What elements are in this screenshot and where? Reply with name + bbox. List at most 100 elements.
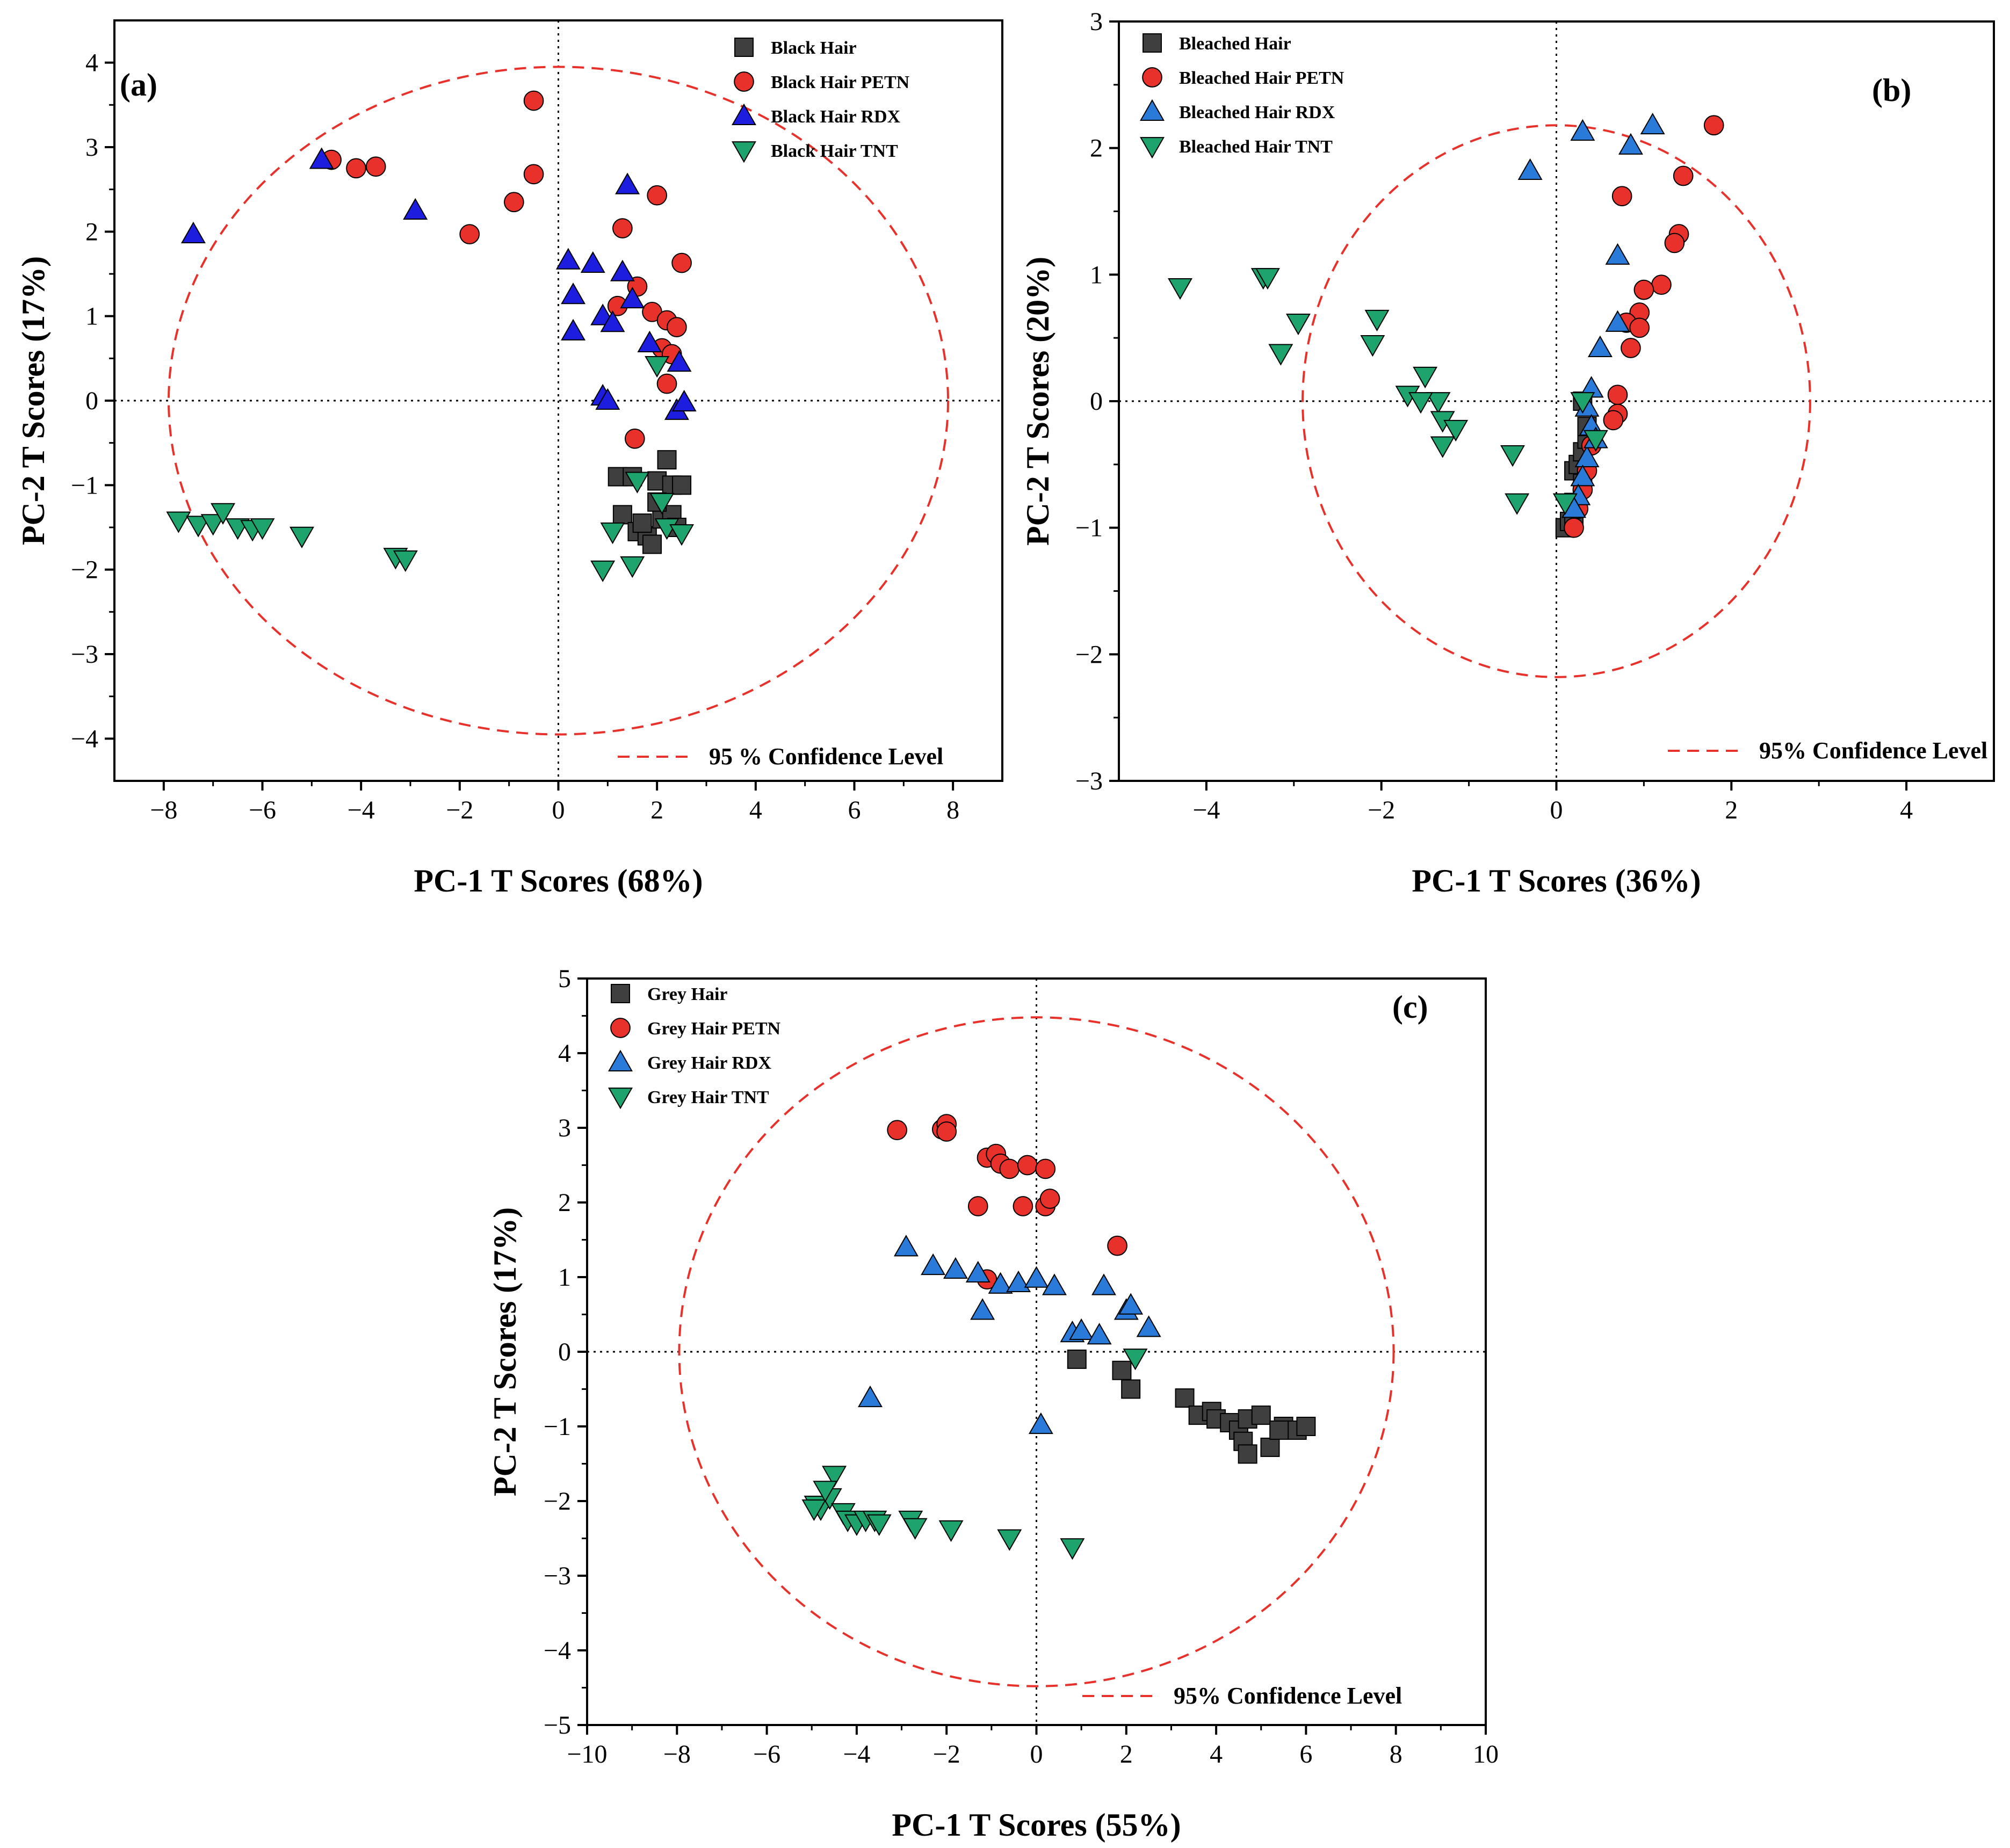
panel-c-data-point <box>1121 1379 1141 1399</box>
panel-a-x-tick-label: −8 <box>150 796 177 824</box>
panel-c-data-point <box>1087 1323 1112 1345</box>
panel-a-data-point <box>667 350 692 372</box>
panel-a-legend-label: Black Hair PETN <box>771 73 910 92</box>
panel-c-data-point <box>866 1514 892 1536</box>
panel-a-data-point <box>610 259 635 281</box>
panel-b-legend: Bleached Hair Bleached Hair PETN Bleached … <box>1140 33 1344 159</box>
panel-c-y-tick-label: −1 <box>544 1412 571 1441</box>
panel-c-data-point <box>1039 1188 1060 1209</box>
panel-b-data-point <box>1268 344 1293 366</box>
panel-b-data-point <box>1570 392 1595 414</box>
panel-a-y-tick-label: −2 <box>71 556 98 584</box>
panel-a-data-point <box>620 286 645 309</box>
panel-c-y-axis-title: PC-2 T Scores (17%) <box>487 1207 523 1496</box>
panel-c-data-point <box>1091 1273 1116 1295</box>
panel-a-data-point <box>504 192 524 213</box>
panel-c-data-point <box>967 1196 988 1216</box>
panel-a-data-point <box>620 556 645 578</box>
panel-a-data-point <box>612 505 632 525</box>
panel-a-data-point <box>672 475 692 495</box>
panel-a-x-tick-label: 2 <box>650 796 663 824</box>
panel-c-series-1 <box>887 1114 1127 1290</box>
panel-c-data-point <box>893 1235 919 1257</box>
panel-a-data-point <box>590 560 616 582</box>
panel-c-confidence-label: 95% Confidence Level <box>1174 1683 1402 1709</box>
panel-c-legend-marker <box>610 1018 631 1038</box>
panel-c-data-point <box>822 1466 847 1488</box>
panel-a-series-1 <box>321 90 692 449</box>
panel-c-data-point <box>988 1272 1013 1294</box>
panel-b-data-point <box>1611 186 1632 207</box>
panel-c-x-tick-label: −6 <box>753 1740 780 1769</box>
panel-c-x-tick-label: −10 <box>567 1740 607 1769</box>
panel-c-data-point <box>801 1499 827 1521</box>
panel-a-data-point <box>555 248 581 270</box>
panel-a-x-tick-label: 8 <box>946 796 959 824</box>
panel-b-x-tick-label: 0 <box>1550 796 1563 824</box>
panel-b-data-point <box>1413 366 1438 389</box>
panel-b-x-axis-title: PC-1 T Scores (36%) <box>1412 863 1701 898</box>
panel-c-legend-marker <box>608 1088 633 1110</box>
panel-b-data-point <box>1285 313 1311 336</box>
panel-b-data-point <box>1621 338 1641 358</box>
panel-a-legend: Black Hair Black Hair PETN Black Hair RDX B… <box>732 38 910 163</box>
panel-c-y-tick-label: −4 <box>544 1636 571 1665</box>
panel-a-data-point <box>637 330 662 352</box>
panel-b-data-point <box>1443 419 1469 442</box>
panel-a-y-tick-label: 2 <box>85 218 98 246</box>
panel-a-series-2 <box>180 147 697 420</box>
panel-a-data-point <box>671 389 697 412</box>
panel-b-data-point <box>1574 445 1600 467</box>
panel-c-data-point <box>1042 1273 1067 1295</box>
panel-b-data-point <box>1664 233 1685 253</box>
panel-a-data-point <box>459 224 480 244</box>
panel-b-data-point <box>1587 335 1613 357</box>
panel-c-y-tick-label: 4 <box>558 1039 571 1068</box>
panel-c-data-point <box>999 1158 1020 1179</box>
panel-c-y-tick-label: −2 <box>544 1487 571 1516</box>
panel-a-data-point <box>523 90 544 111</box>
panel-c-y-tick-label: 2 <box>558 1188 571 1217</box>
panel-a-data-point <box>642 534 662 554</box>
panel-c-data-point <box>1107 1235 1127 1256</box>
panel-b-legend-marker <box>1142 67 1162 88</box>
panel-c-x-tick-label: 10 <box>1473 1740 1499 1769</box>
panel-b-data-point <box>1168 278 1193 300</box>
panel-a-data-point <box>403 198 428 220</box>
panel-b-data-point <box>1430 436 1455 458</box>
panel-c-legend: Grey Hair Grey Hair PETN Grey Hair RDX Grey… <box>608 984 781 1110</box>
panel-c-data-point <box>1260 1437 1280 1457</box>
panel-b-data-point <box>1360 335 1385 357</box>
panel-b-y-tick-label: −2 <box>1075 640 1103 669</box>
panel-b-data-point <box>1640 112 1665 135</box>
panel-a-data-point <box>595 388 620 410</box>
panel-c-x-tick-label: −4 <box>843 1740 870 1769</box>
panel-c-x-tick-label: 6 <box>1299 1740 1312 1769</box>
panel-a-confidence-ellipse <box>168 66 949 736</box>
panel-c-data-point <box>887 1120 908 1141</box>
panel-a-data-point <box>600 522 625 545</box>
panel-c-data-point <box>1017 1155 1038 1176</box>
panel-c-data-point <box>1067 1349 1087 1369</box>
panel-c-x-tick-label: 2 <box>1120 1740 1133 1769</box>
panel-b-data-point <box>1255 268 1280 290</box>
panel-a-data-point <box>211 503 236 525</box>
panel-a-data-point <box>612 218 633 238</box>
panel-c-y-tick-label: −5 <box>544 1711 571 1740</box>
panel-c-legend-label: Grey Hair RDX <box>647 1053 771 1073</box>
panel-c-x-axis-title: PC-1 T Scores (55%) <box>892 1807 1181 1843</box>
panel-c-y-tick-label: 3 <box>558 1114 571 1142</box>
panel-c-data-point <box>902 1518 928 1540</box>
panel-c-data-point <box>1069 1318 1094 1340</box>
panel-c-data-point <box>1118 1293 1144 1315</box>
panel-a-data-point <box>615 172 640 194</box>
panel-a-data-point <box>346 158 366 179</box>
panel-c-data-point <box>1269 1420 1289 1440</box>
panel-c-x-tick-label: −2 <box>933 1740 960 1769</box>
panel-a-legend-marker <box>732 141 756 163</box>
panel-c-y-tick-label: 1 <box>558 1263 571 1292</box>
panel-a-data-point <box>289 526 314 548</box>
panel-c-data-point <box>858 1385 883 1408</box>
